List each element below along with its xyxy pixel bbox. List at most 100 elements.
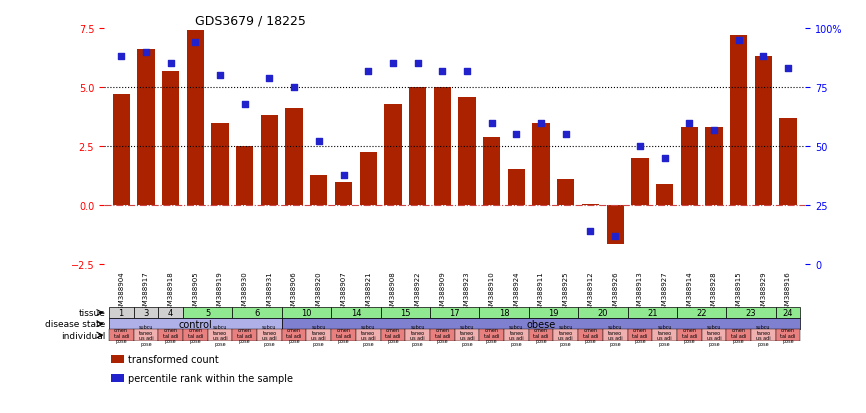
Bar xyxy=(483,138,501,206)
Text: GSM388925: GSM388925 xyxy=(563,271,569,313)
FancyBboxPatch shape xyxy=(109,307,133,318)
Text: disease state: disease state xyxy=(45,320,105,328)
Text: GSM388926: GSM388926 xyxy=(612,271,618,313)
Text: 22: 22 xyxy=(696,308,707,317)
Bar xyxy=(507,169,525,206)
FancyBboxPatch shape xyxy=(232,307,281,318)
FancyBboxPatch shape xyxy=(751,330,776,341)
FancyBboxPatch shape xyxy=(158,307,183,318)
Point xyxy=(460,68,474,75)
Text: GSM388923: GSM388923 xyxy=(464,271,470,313)
Text: subcu
taneo
us adi
pose: subcu taneo us adi pose xyxy=(312,324,326,347)
Text: subcu
taneo
us adi
pose: subcu taneo us adi pose xyxy=(509,324,524,347)
FancyBboxPatch shape xyxy=(232,330,257,341)
Text: GSM388910: GSM388910 xyxy=(488,271,494,313)
Text: omen
tal adi
pose: omen tal adi pose xyxy=(385,327,401,344)
Point xyxy=(584,228,598,235)
Bar xyxy=(606,206,624,244)
FancyBboxPatch shape xyxy=(628,307,677,318)
Point xyxy=(262,75,276,82)
Text: GSM388917: GSM388917 xyxy=(143,271,149,313)
Text: GSM388927: GSM388927 xyxy=(662,271,668,313)
FancyBboxPatch shape xyxy=(529,330,553,341)
Text: 23: 23 xyxy=(746,308,756,317)
Point xyxy=(633,143,647,150)
Text: GSM388904: GSM388904 xyxy=(119,271,124,313)
Text: 4: 4 xyxy=(168,308,173,317)
Text: GSM388908: GSM388908 xyxy=(390,271,396,313)
Text: omen
tal adi
pose: omen tal adi pose xyxy=(163,327,178,344)
Text: GSM388929: GSM388929 xyxy=(760,271,766,313)
FancyBboxPatch shape xyxy=(553,330,578,341)
Bar xyxy=(631,159,649,206)
Text: subcu
taneo
us adi
pose: subcu taneo us adi pose xyxy=(460,324,475,347)
Bar xyxy=(113,95,130,206)
FancyBboxPatch shape xyxy=(430,330,455,341)
Bar xyxy=(533,123,550,206)
Bar xyxy=(779,119,797,206)
Text: 14: 14 xyxy=(351,308,361,317)
Point xyxy=(164,61,178,68)
FancyBboxPatch shape xyxy=(331,307,380,318)
Text: 19: 19 xyxy=(548,308,559,317)
Text: 6: 6 xyxy=(255,308,260,317)
Bar xyxy=(409,88,426,206)
Text: individual: individual xyxy=(61,331,105,339)
Text: GSM388914: GSM388914 xyxy=(686,271,692,313)
Text: omen
tal adi
pose: omen tal adi pose xyxy=(113,327,129,344)
Point xyxy=(781,66,795,72)
Text: omen
tal adi
pose: omen tal adi pose xyxy=(731,327,746,344)
Text: GSM388905: GSM388905 xyxy=(192,271,198,313)
Text: omen
tal adi
pose: omen tal adi pose xyxy=(188,327,203,344)
FancyBboxPatch shape xyxy=(480,330,504,341)
Bar xyxy=(138,50,154,206)
Point xyxy=(608,233,622,240)
Bar xyxy=(162,71,179,206)
Text: subcu
taneo
us adi
pose: subcu taneo us adi pose xyxy=(756,324,771,347)
Point xyxy=(485,120,499,126)
Point xyxy=(238,101,252,108)
Text: GSM388906: GSM388906 xyxy=(291,271,297,313)
Text: subcu
taneo
us adi
pose: subcu taneo us adi pose xyxy=(707,324,721,347)
FancyBboxPatch shape xyxy=(257,330,281,341)
Point xyxy=(509,132,523,138)
FancyBboxPatch shape xyxy=(480,307,529,318)
Bar xyxy=(187,31,204,206)
Text: omen
tal adi
pose: omen tal adi pose xyxy=(287,327,301,344)
Bar xyxy=(310,175,327,206)
FancyBboxPatch shape xyxy=(727,330,751,341)
Text: tissue: tissue xyxy=(78,308,105,317)
FancyBboxPatch shape xyxy=(701,330,727,341)
Text: omen
tal adi
pose: omen tal adi pose xyxy=(583,327,598,344)
Point xyxy=(559,132,572,138)
Bar xyxy=(335,182,352,206)
Bar xyxy=(236,147,254,206)
Text: subcu
taneo
us adi
pose: subcu taneo us adi pose xyxy=(361,324,376,347)
Point xyxy=(534,120,548,126)
Text: subcu
taneo
us adi
pose: subcu taneo us adi pose xyxy=(139,324,153,347)
Text: GSM388912: GSM388912 xyxy=(587,271,593,313)
FancyBboxPatch shape xyxy=(133,307,158,318)
Text: GSM388922: GSM388922 xyxy=(415,271,421,313)
Text: 17: 17 xyxy=(449,308,460,317)
Point xyxy=(386,61,400,68)
Text: GSM388909: GSM388909 xyxy=(439,271,445,313)
FancyBboxPatch shape xyxy=(677,330,701,341)
FancyBboxPatch shape xyxy=(109,330,133,341)
Text: 21: 21 xyxy=(647,308,657,317)
Text: 10: 10 xyxy=(301,308,312,317)
FancyBboxPatch shape xyxy=(578,330,603,341)
Text: omen
tal adi
pose: omen tal adi pose xyxy=(682,327,697,344)
FancyBboxPatch shape xyxy=(281,307,331,318)
Text: 3: 3 xyxy=(143,308,149,317)
FancyBboxPatch shape xyxy=(578,307,628,318)
Point xyxy=(312,139,326,145)
Text: GSM388931: GSM388931 xyxy=(267,271,273,313)
FancyBboxPatch shape xyxy=(776,307,800,318)
Text: 24: 24 xyxy=(783,308,793,317)
Text: GDS3679 / 18225: GDS3679 / 18225 xyxy=(195,15,306,28)
FancyBboxPatch shape xyxy=(281,330,307,341)
Bar xyxy=(111,356,124,363)
Point xyxy=(139,49,152,56)
Text: omen
tal adi
pose: omen tal adi pose xyxy=(336,327,352,344)
